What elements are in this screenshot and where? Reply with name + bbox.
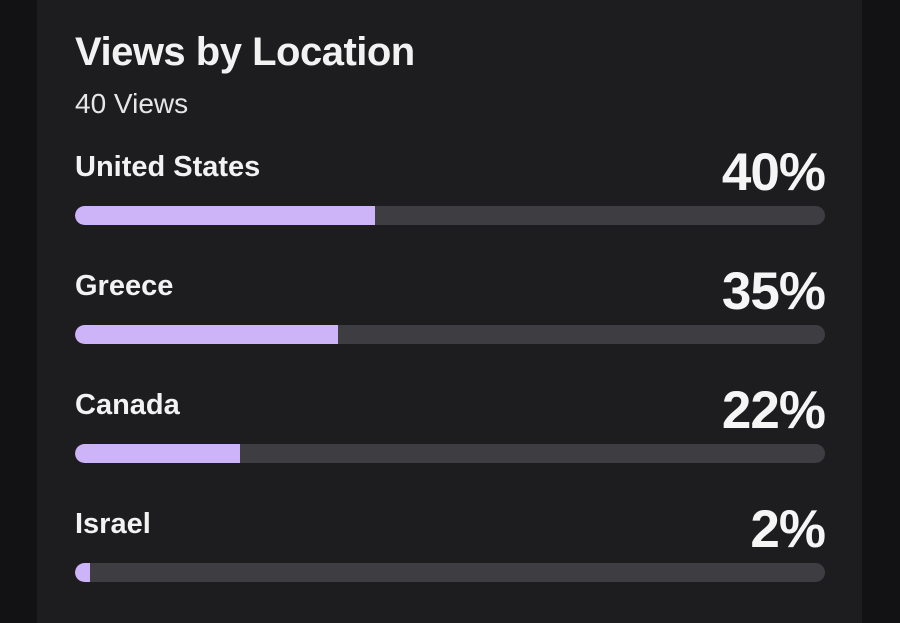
progress-track — [75, 563, 825, 582]
location-percent: 2% — [750, 500, 826, 559]
location-percent: 35% — [721, 262, 826, 321]
progress-track — [75, 206, 825, 225]
progress-fill — [75, 325, 338, 344]
progress-fill — [75, 206, 375, 225]
location-row-united-states: United States 40% — [75, 140, 826, 259]
location-name: Israel — [75, 508, 151, 540]
location-name: United States — [75, 151, 261, 183]
location-name: Greece — [75, 270, 174, 302]
total-views-count: 40 Views — [75, 88, 189, 119]
location-row-greece: Greece 35% — [75, 259, 826, 378]
location-name: Canada — [75, 389, 180, 421]
progress-track — [75, 444, 825, 463]
card-title: Views by Location — [75, 30, 415, 74]
progress-fill — [75, 563, 90, 582]
progress-track — [75, 325, 825, 344]
location-row-canada: Canada 22% — [75, 378, 826, 497]
location-percent: 22% — [721, 381, 826, 440]
location-row-israel: Israel 2% — [75, 497, 826, 616]
progress-fill — [75, 444, 240, 463]
location-percent: 40% — [721, 143, 826, 202]
views-by-location-card: Views by Location 40 Views United States… — [37, 0, 862, 623]
location-list: United States 40% Greece 35% Canada 22% — [75, 140, 826, 616]
